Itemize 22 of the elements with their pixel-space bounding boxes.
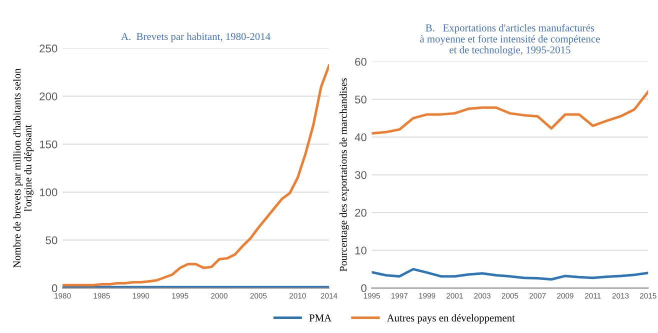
line-series <box>372 90 648 135</box>
y-tick-label: 200 <box>40 92 58 100</box>
y-tick-label: 30 <box>354 171 366 179</box>
y-tick-label: 50 <box>46 236 58 244</box>
y-tick-label: 40 <box>354 133 366 142</box>
y-axis-title: Nombre de brevets par million d'habitants selon l'origine du déposant <box>13 68 34 268</box>
chart-title: A. Brevets par habitant, 1980-2014 <box>121 32 270 42</box>
y-tick-label: 0 <box>52 284 58 292</box>
y-tick-label: 50 <box>354 96 366 104</box>
legend-label: Autres pays en développement <box>386 314 515 324</box>
y-tick-label: 150 <box>40 140 58 148</box>
y-tick-label: 0 <box>361 284 366 292</box>
chart-title: B. Exportations d'articles manufacturés à moyenne et forte intensité de compétence et de technologie, 1995-2015 <box>420 24 600 56</box>
y-tick-label: 60 <box>355 58 366 66</box>
legend-label: PMA <box>309 314 332 322</box>
y-tick-label: 250 <box>40 44 58 52</box>
line-series <box>372 268 648 281</box>
y-tick-label: 10 <box>355 246 366 254</box>
y-tick-label: 20 <box>355 208 366 217</box>
y-axis-title: Pourcentage des exportations de marchandises <box>340 78 349 272</box>
y-tick-label: 100 <box>40 188 58 196</box>
line-series <box>62 64 329 286</box>
